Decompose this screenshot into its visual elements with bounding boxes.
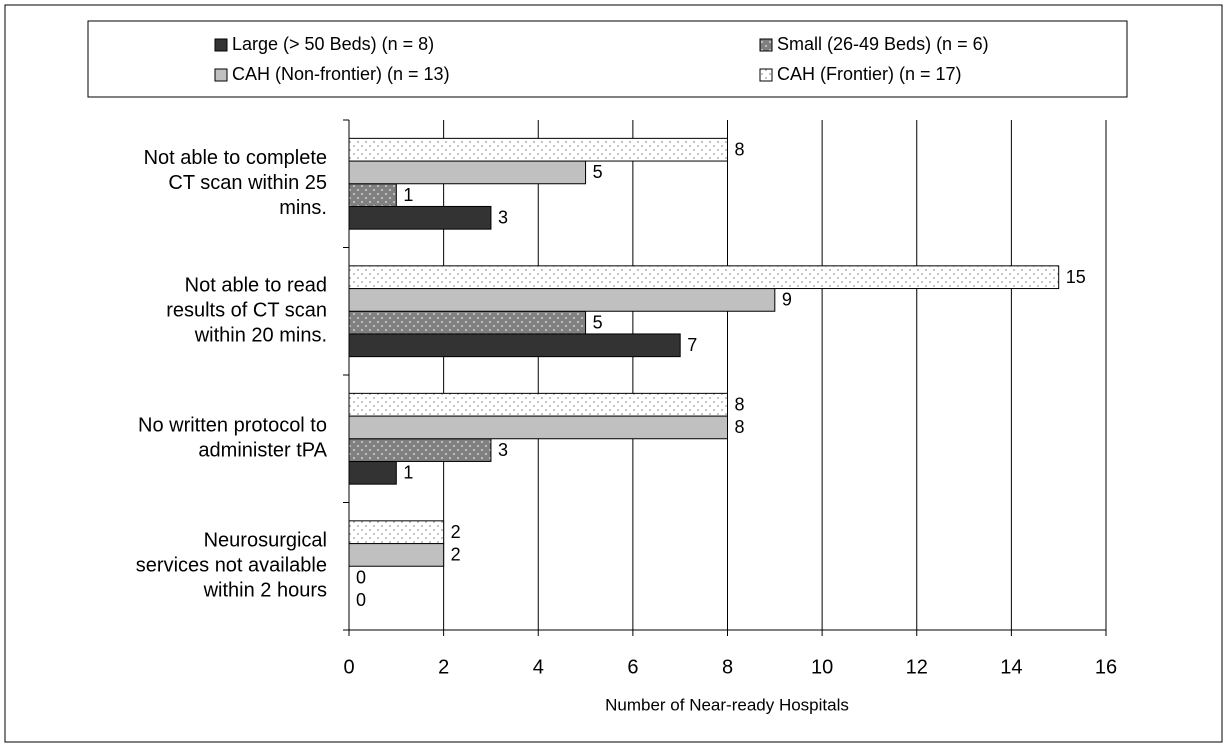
- y-tick-label-line: Neurosurgical: [204, 530, 327, 552]
- bar: [348, 205, 492, 230]
- legend-label: CAH (Frontier) (n = 17): [777, 64, 962, 84]
- data-label: 0: [356, 590, 366, 610]
- legend-label: Large (> 50 Beds) (n = 8): [232, 34, 434, 54]
- data-label: 3: [498, 440, 508, 460]
- data-label: 15: [1066, 267, 1086, 287]
- bar: [348, 460, 397, 485]
- legend-swatch: [214, 38, 228, 52]
- bar: [348, 520, 445, 545]
- data-label: 3: [498, 208, 508, 228]
- bar: [348, 265, 1060, 290]
- bar: [348, 310, 587, 335]
- y-tick-label: No written protocol to administer tPA: [138, 415, 328, 462]
- bar: [348, 438, 492, 462]
- legend-swatch: [214, 68, 228, 82]
- legend-label: CAH (Non-frontier) (n = 13): [232, 64, 450, 84]
- frame: [4, 4, 1223, 743]
- x-tick-label: 16: [1095, 656, 1117, 678]
- bar: [348, 137, 728, 162]
- data-label: 9: [782, 290, 792, 310]
- data-label: 0: [356, 567, 366, 587]
- x-tick-label: 12: [906, 656, 928, 678]
- x-tick-label: 14: [1000, 656, 1022, 678]
- bar: [348, 392, 728, 417]
- data-label: 8: [735, 417, 745, 437]
- y-tick-label: Not able to complete CT scan within 25 min…: [144, 147, 327, 219]
- y-tick-label-line: mins.: [279, 197, 327, 219]
- x-tick-label: 4: [533, 656, 544, 678]
- y-tick-label-line: No written protocol to: [138, 415, 327, 437]
- x-tick-label: 2: [438, 656, 449, 678]
- data-label: 2: [451, 545, 461, 565]
- data-label: 1: [403, 463, 413, 483]
- x-tick-label: 8: [722, 656, 733, 678]
- y-tick-label-line: results of CT scan: [166, 300, 327, 322]
- y-tick-label: Neurosurgical services not available withi…: [136, 530, 327, 602]
- bar: [348, 543, 445, 567]
- y-tick-label-line: services not available: [136, 555, 327, 577]
- bar: [348, 288, 776, 312]
- legend-swatch: [759, 68, 773, 82]
- y-tick-label-line: Not able to read: [185, 275, 327, 297]
- data-label: 1: [403, 185, 413, 205]
- bar: [348, 333, 681, 358]
- y-tick-label-line: administer tPA: [198, 440, 327, 462]
- x-tick-label: 0: [343, 656, 354, 678]
- legend-label: Small (26-49 Beds) (n = 6): [777, 34, 989, 54]
- bar: [348, 160, 587, 185]
- x-axis-label: Number of Near-ready Hospitals: [605, 695, 849, 714]
- y-tick-label-line: CT scan within 25: [168, 172, 327, 194]
- x-tick-label: 10: [811, 656, 833, 678]
- legend-box: [87, 20, 1128, 98]
- legend-swatch: [759, 38, 773, 52]
- bar: [348, 183, 397, 207]
- data-label: 2: [451, 522, 461, 542]
- bar: [348, 415, 728, 440]
- y-tick-label-line: Not able to complete: [144, 147, 327, 169]
- y-tick-label: Not able to read results of CT scan within…: [166, 275, 327, 347]
- y-tick-label-line: within 20 mins.: [194, 325, 327, 347]
- y-tick-label-line: within 2 hours: [203, 580, 327, 602]
- data-label: 7: [687, 335, 697, 355]
- data-label: 5: [593, 312, 603, 332]
- data-label: 8: [735, 139, 745, 159]
- data-label: 8: [735, 394, 745, 414]
- x-tick-label: 6: [627, 656, 638, 678]
- data-label: 5: [593, 162, 603, 182]
